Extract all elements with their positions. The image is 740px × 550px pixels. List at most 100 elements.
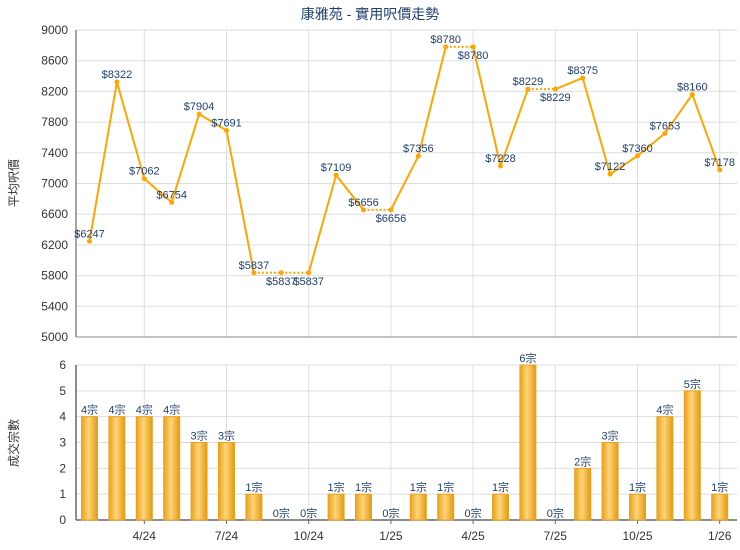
- volume-y-axis-label: 成交宗數: [6, 419, 21, 467]
- volume-bar: [656, 416, 674, 521]
- price-point: [415, 153, 421, 159]
- price-data-label: $5837: [266, 276, 297, 288]
- price-line-segment: [143, 177, 173, 204]
- price-data-label: $6656: [376, 213, 407, 225]
- price-point: [717, 167, 723, 173]
- volume-data-label: 1宗: [629, 480, 646, 494]
- price-data-label: $7122: [595, 161, 626, 173]
- volume-bar: [629, 493, 646, 521]
- price-point: [689, 91, 695, 97]
- price-data-label: $8160: [677, 81, 708, 93]
- x-tick-label: 4/24: [133, 529, 157, 543]
- price-line-segment: [417, 46, 447, 157]
- price-point: [607, 171, 613, 177]
- price-point: [333, 172, 339, 178]
- price-data-label: $7691: [211, 117, 242, 129]
- price-line-segment: [691, 94, 721, 171]
- price-data-label: $7062: [129, 166, 160, 178]
- price-line-segment: [225, 130, 255, 273]
- volume-data-label: 0宗: [273, 506, 290, 520]
- price-y-tick: 8200: [41, 84, 68, 98]
- price-point: [470, 44, 476, 50]
- price-line-segment: [499, 88, 529, 167]
- volume-data-label: 1宗: [328, 480, 345, 494]
- price-point: [169, 199, 175, 205]
- volume-data-label: 4宗: [163, 403, 180, 417]
- price-data-label: $6247: [74, 228, 105, 240]
- price-y-tick: 7000: [41, 177, 68, 191]
- volume-data-label: 3宗: [602, 429, 619, 443]
- price-data-label: $7109: [321, 162, 352, 174]
- volume-data-label: 5宗: [684, 377, 701, 391]
- price-y-tick: 5400: [41, 299, 68, 313]
- volume-data-label: 1宗: [245, 480, 262, 494]
- volume-y-tick: 6: [59, 358, 66, 372]
- volume-bar: [218, 442, 235, 521]
- volume-data-label: 0宗: [382, 506, 399, 520]
- price-point: [141, 176, 147, 182]
- price-data-label: $8780: [430, 34, 461, 46]
- price-point: [443, 44, 449, 50]
- x-tick-label: 7/24: [215, 529, 239, 543]
- volume-bar: [81, 416, 98, 521]
- price-y-tick: 5800: [41, 269, 68, 283]
- price-line-segment: [307, 174, 338, 274]
- price-line-segment: [609, 155, 639, 175]
- volume-bar: [245, 493, 263, 521]
- price-point: [388, 207, 394, 213]
- volume-bar: [519, 364, 537, 521]
- volume-bar: [327, 493, 345, 521]
- price-line-segment: [390, 155, 420, 211]
- price-point: [196, 111, 202, 117]
- volume-data-label: 0宗: [465, 506, 482, 520]
- x-tick-label: 7/25: [544, 529, 568, 543]
- volume-bar: [492, 493, 509, 521]
- price-data-label: $8229: [513, 76, 544, 88]
- volume-data-label: 2宗: [574, 454, 591, 468]
- volume-bar: [683, 390, 701, 521]
- volume-bar: [108, 416, 126, 521]
- chart-title: 康雅苑 - 實用呎價走勢: [301, 6, 439, 22]
- price-line-segment: [88, 81, 118, 242]
- price-data-label: $7178: [704, 157, 735, 169]
- x-tick-label: 4/25: [461, 529, 485, 543]
- volume-y-tick: 1: [59, 487, 66, 501]
- volume-bar: [574, 467, 592, 521]
- price-y-tick: 6600: [41, 207, 68, 221]
- volume-bar: [190, 442, 208, 521]
- price-point: [498, 163, 503, 169]
- price-line-segment: [664, 93, 694, 134]
- price-y-tick: 9000: [41, 23, 68, 37]
- volume-bar: [409, 493, 427, 521]
- volume-y-tick: 0: [59, 513, 66, 527]
- x-tick-label: 10/24: [294, 529, 324, 543]
- price-line-segment: [115, 81, 146, 180]
- volume-bar: [711, 493, 729, 521]
- price-point: [251, 270, 257, 276]
- price-data-label: $5837: [293, 276, 324, 288]
- price-y-tick: 6200: [41, 238, 68, 252]
- x-tick-label: 1/26: [708, 529, 732, 543]
- volume-data-label: 0宗: [547, 506, 564, 520]
- volume-y-tick: 5: [59, 384, 66, 398]
- price-y-tick: 5000: [41, 330, 68, 344]
- volume-bar: [355, 493, 372, 521]
- x-tick-label: 1/25: [379, 529, 403, 543]
- volume-data-label: 4宗: [136, 403, 153, 417]
- price-data-label: $7653: [650, 120, 681, 132]
- price-data-label: $6656: [348, 197, 379, 209]
- price-point: [224, 127, 229, 133]
- price-data-label: $8229: [540, 92, 571, 104]
- price-line-segment: [636, 132, 666, 157]
- price-point: [525, 86, 531, 92]
- volume-data-label: 1宗: [492, 480, 509, 494]
- price-data-label: $7228: [485, 153, 516, 165]
- volume-bar: [437, 493, 455, 521]
- price-data-label: $7904: [184, 101, 215, 113]
- price-data-label: $6754: [156, 189, 187, 201]
- volume-data-label: 1宗: [437, 480, 454, 494]
- x-tick-label: 10/25: [622, 529, 652, 543]
- price-line-segment: [335, 174, 365, 211]
- price-data-label: $8375: [567, 65, 598, 77]
